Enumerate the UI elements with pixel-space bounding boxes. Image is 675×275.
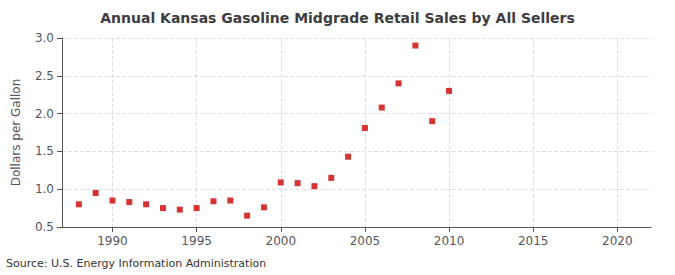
svg-text:1.5: 1.5 bbox=[35, 144, 54, 158]
svg-text:1990: 1990 bbox=[97, 234, 128, 248]
svg-text:1995: 1995 bbox=[181, 234, 212, 248]
svg-text:Dollars per Gallon: Dollars per Gallon bbox=[9, 79, 23, 187]
svg-text:2020: 2020 bbox=[602, 234, 633, 248]
svg-text:0.5: 0.5 bbox=[35, 220, 54, 234]
svg-text:3.0: 3.0 bbox=[35, 31, 54, 45]
svg-text:2000: 2000 bbox=[265, 234, 296, 248]
svg-text:2.0: 2.0 bbox=[35, 107, 54, 121]
svg-text:2.5: 2.5 bbox=[35, 69, 54, 83]
svg-text:1.0: 1.0 bbox=[35, 182, 54, 196]
svg-text:Annual Kansas Gasoline Midgrad: Annual Kansas Gasoline Midgrade Retail S… bbox=[100, 10, 575, 26]
svg-text:2010: 2010 bbox=[434, 234, 465, 248]
svg-text:2005: 2005 bbox=[350, 234, 381, 248]
svg-text:2015: 2015 bbox=[518, 234, 549, 248]
svg-text:Source: U.S. Energy Informatio: Source: U.S. Energy Information Administ… bbox=[6, 257, 266, 270]
